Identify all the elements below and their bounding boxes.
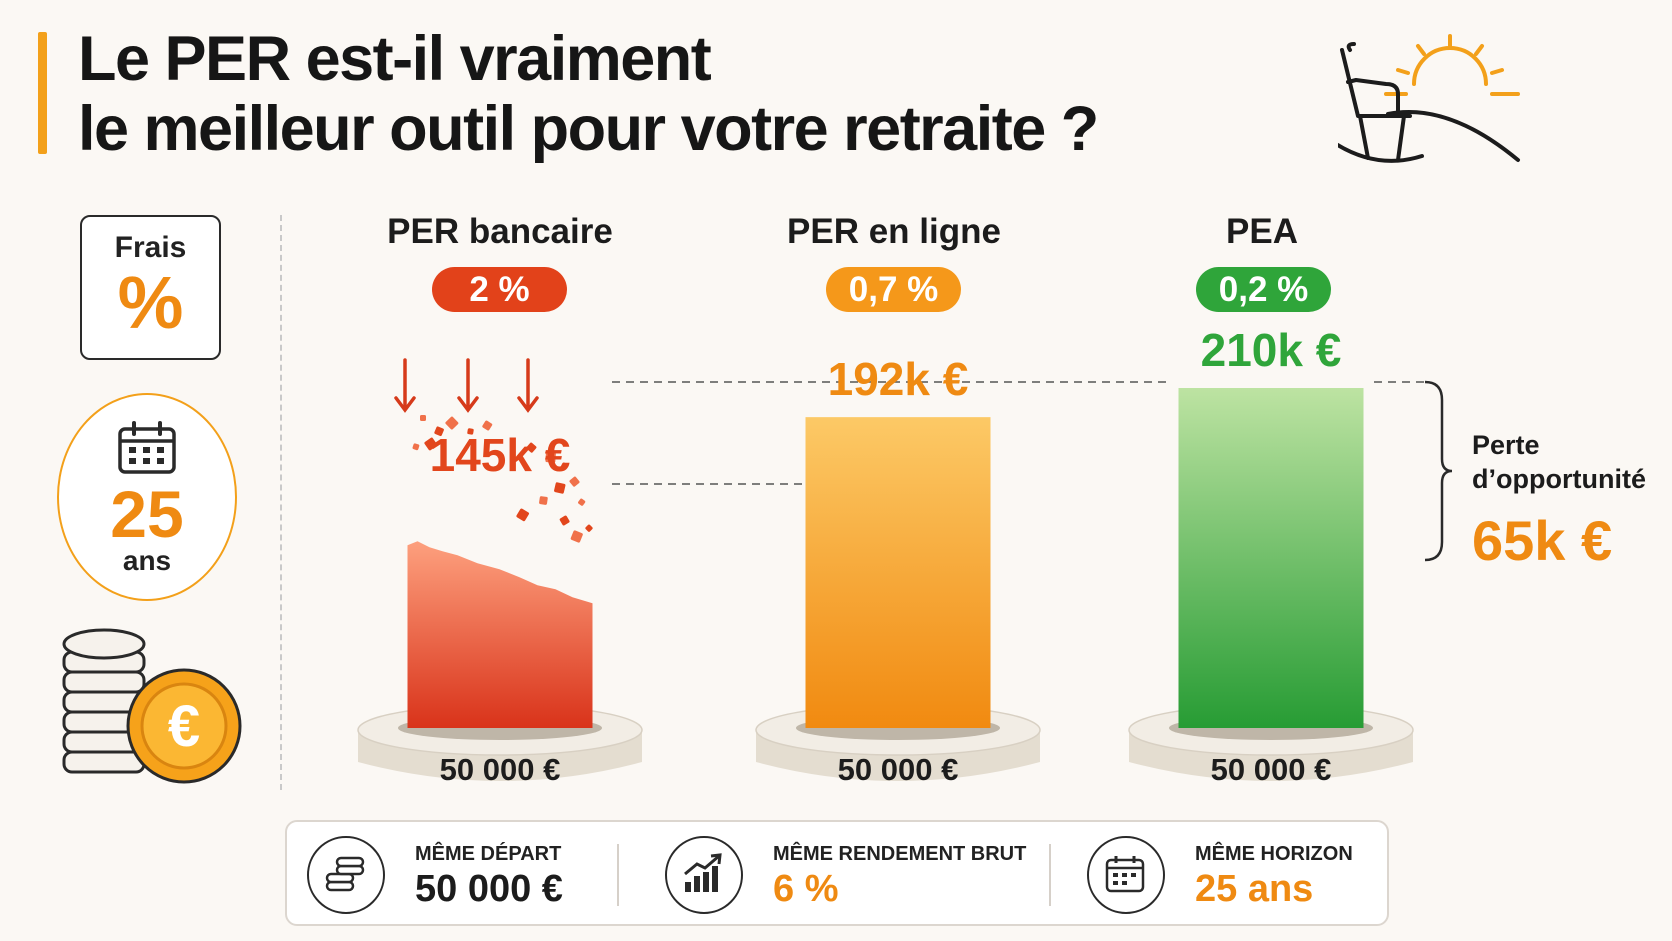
opportunity-loss-brace — [1424, 380, 1453, 562]
rocking-chair-sunset-icon — [1338, 34, 1520, 163]
crumble-particle — [467, 428, 474, 435]
summary-label-horizon: MÊME HORIZON — [1195, 843, 1353, 865]
summary-item-start: MÊME DÉPART 50 000 € — [307, 822, 607, 924]
crumble-particle — [569, 476, 580, 487]
summary-value-horizon: 25 ans — [1195, 868, 1314, 910]
crumble-particle — [539, 496, 548, 505]
sidebar-divider — [280, 215, 282, 790]
start-label-per-en-ligne: 50 000 € — [838, 752, 959, 787]
crumble-particle — [434, 426, 444, 437]
crumble-particle — [482, 420, 493, 431]
growth-chart-icon — [665, 836, 743, 914]
value-label-per-en-ligne: 192k € — [828, 353, 969, 405]
value-label-pea: 210k € — [1201, 324, 1342, 376]
crumble-particle — [570, 530, 583, 543]
crumble-particle — [559, 515, 570, 526]
crumble-particle — [554, 482, 566, 494]
fees-card: Frais % — [80, 215, 221, 360]
calendar-icon — [118, 421, 176, 474]
title-line-2: le meilleur outil pour votre retraite ? — [78, 94, 1099, 164]
title-line-1: Le PER est-il vraiment — [78, 24, 712, 94]
years-unit: ans — [122, 545, 172, 576]
fee-badge-pea: 0,2 % — [1196, 267, 1331, 312]
summary-separator — [1049, 844, 1051, 906]
bar-per-bancaire — [407, 541, 593, 728]
fee-down-arrow-icon — [517, 358, 539, 413]
summary-item-return: MÊME RENDEMENT BRUT 6 % — [665, 822, 1035, 924]
crumble-particle — [412, 443, 420, 451]
coins-icon — [307, 836, 385, 914]
column-name-per-en-ligne: PER en ligne — [787, 212, 1001, 251]
opportunity-loss-annotation: Perte d’opportunité 65k € — [1472, 428, 1646, 573]
summary-separator — [617, 844, 619, 906]
summary-label-start: MÊME DÉPART — [415, 843, 562, 865]
duration-card: 25 ans — [57, 393, 237, 601]
opportunity-loss-label: Perte d’opportunité — [1472, 430, 1646, 494]
page-title: Le PER est-il vraiment le meilleur outil… — [78, 24, 1099, 164]
summary-label-return: MÊME RENDEMENT BRUT — [773, 843, 1027, 865]
years-value: 25 — [110, 477, 184, 551]
crumble-particle — [585, 524, 593, 532]
column-name-per-bancaire: PER bancaire — [387, 212, 613, 251]
coins-icon: € — [62, 628, 242, 784]
fee-down-arrow-icon — [394, 358, 416, 413]
percent-symbol: % — [117, 261, 184, 344]
start-label-per-bancaire: 50 000 € — [440, 752, 561, 787]
crumble-particle — [578, 498, 586, 506]
crumble-particle — [420, 415, 426, 421]
bar-pea — [1178, 388, 1364, 728]
crumble-particle — [560, 462, 568, 470]
summary-value-return: 6 % — [773, 868, 839, 910]
fees-label: Frais — [114, 231, 187, 264]
crumble-particle — [526, 442, 537, 453]
fee-down-arrow-icon — [457, 358, 479, 413]
fee-badge-per-en-ligne: 0,7 % — [826, 267, 961, 312]
fee-badge-per-bancaire: 2 % — [432, 267, 567, 312]
crumble-particle — [424, 437, 438, 451]
crumble-particle — [445, 416, 459, 430]
summary-item-horizon: MÊME HORIZON 25 ans — [1087, 822, 1387, 924]
value-label-per-bancaire: 145k € — [430, 429, 571, 481]
start-label-pea: 50 000 € — [1211, 752, 1332, 787]
crumble-particle — [516, 508, 530, 522]
bar-per-en-ligne — [805, 417, 991, 728]
column-name-pea: PEA — [1226, 212, 1298, 251]
calendar-icon — [1087, 836, 1165, 914]
assumptions-summary-bar: MÊME DÉPART 50 000 € MÊME RENDEMENT BRUT… — [285, 820, 1389, 926]
svg-text:€: € — [168, 694, 200, 759]
opportunity-loss-value: 65k € — [1472, 509, 1613, 572]
crumble-particle — [545, 452, 556, 463]
summary-value-start: 50 000 € — [415, 868, 563, 910]
title-accent-bar — [38, 32, 47, 154]
